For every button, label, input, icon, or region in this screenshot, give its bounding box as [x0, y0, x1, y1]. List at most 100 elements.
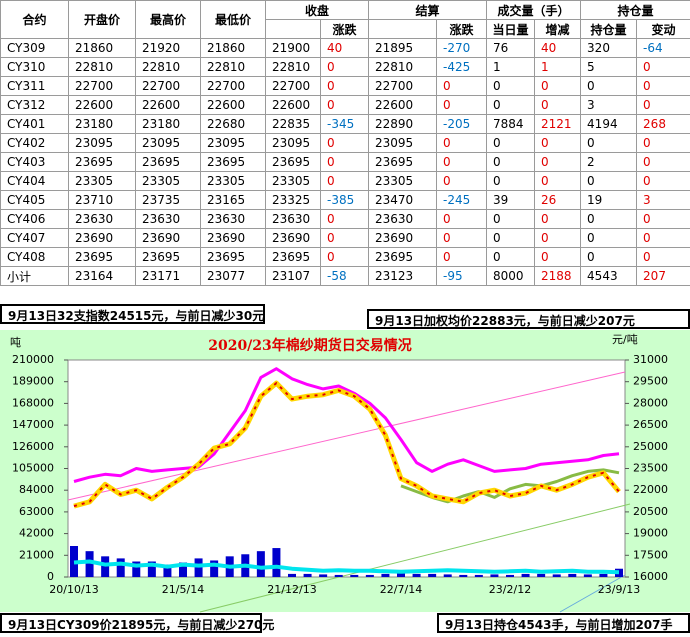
- bar: [443, 574, 452, 577]
- cell: 0: [436, 228, 488, 248]
- header-cell: 持仓量: [580, 0, 690, 20]
- series-line: [73, 367, 620, 483]
- bar: [288, 573, 296, 577]
- cell: 22700: [265, 76, 321, 96]
- y2-tick-label: 22000: [633, 483, 668, 496]
- cell: 4194: [580, 114, 638, 134]
- bar: [474, 574, 483, 577]
- cell: -95: [436, 266, 488, 286]
- cell: 320: [580, 38, 638, 58]
- table-row: CY310 22810 22810 22810 22810 0 22810 -425 1 1 5 0: [0, 57, 690, 77]
- cell: 0: [436, 152, 488, 172]
- bar: [459, 574, 468, 577]
- header-cell: 持仓量: [580, 19, 638, 39]
- cell: 207: [636, 266, 690, 286]
- bar: [537, 573, 546, 577]
- y2-tick-label: 29500: [633, 375, 668, 388]
- table-row: CY312 22600 22600 22600 22600 0 22600 0 0 0 3 0: [0, 95, 690, 115]
- bar: [568, 573, 577, 577]
- table-row: CY402 23095 23095 23095 23095 0 23095 0 0 0 0 0: [0, 133, 690, 153]
- cell: 22700: [368, 76, 438, 96]
- cell: CY405: [0, 190, 69, 210]
- cell: 23695: [68, 152, 136, 172]
- note: 9月13日持仓4543手，与前日增加207手: [437, 613, 690, 633]
- bar: [397, 572, 405, 577]
- bar: [132, 561, 141, 577]
- cell: 23305: [265, 171, 321, 191]
- cell: 23695: [135, 152, 201, 172]
- x-tick-label: 21/5/14: [162, 583, 204, 596]
- series-line: [73, 382, 620, 508]
- cell: 39: [486, 190, 536, 210]
- bar: [116, 558, 125, 577]
- cell: 23305: [368, 171, 438, 191]
- table-row: CY406 23630 23630 23630 23630 0 23630 0 0 0 0 0: [0, 209, 690, 229]
- table-row: CY309 21860 21920 21860 21900 40 21895 -270 76 40…: [0, 38, 690, 58]
- cell: 23690: [200, 228, 266, 248]
- bar: [490, 574, 499, 577]
- x-tick-label: 21/12/13: [267, 583, 316, 596]
- x-tick-label: 23/9/13: [598, 583, 640, 596]
- header-row: 合约 开盘价 最高价 最低价 收盘 结算 成交量（手） 持仓量: [0, 0, 690, 39]
- cell: 22600: [368, 95, 438, 115]
- cell: 23695: [368, 152, 438, 172]
- y2-tick-label: 19000: [633, 527, 668, 540]
- cell: -245: [436, 190, 488, 210]
- bar: [412, 573, 421, 577]
- cell: 23690: [265, 228, 321, 248]
- bar: [194, 558, 203, 577]
- cell: 23077: [200, 266, 266, 286]
- bar: [381, 573, 390, 577]
- trend-line: [199, 503, 631, 613]
- header-cell: 涨跌: [436, 19, 488, 39]
- trend-line: [559, 574, 626, 613]
- plot-area: [67, 359, 626, 578]
- y2-axis-label: 元/吨: [612, 333, 638, 346]
- cell: 23171: [135, 266, 201, 286]
- y2-tick-label: 17500: [633, 548, 668, 561]
- bar: [599, 573, 608, 577]
- bar: [256, 551, 265, 577]
- cell: 23470: [368, 190, 438, 210]
- bar: [583, 574, 592, 577]
- bar: [85, 551, 94, 577]
- table-row: 小计 23164 23171 23077 23107 -58 23123 -95 8000 218…: [0, 266, 690, 286]
- y-tick-label: 189000: [12, 375, 54, 388]
- y2-tick-label: 23500: [633, 462, 668, 475]
- header-cell: 变动: [636, 19, 690, 39]
- bar: [334, 574, 343, 577]
- cell: 22680: [200, 114, 266, 134]
- trend-line: [67, 371, 626, 501]
- y2-tick-label: 20500: [633, 505, 668, 518]
- cell: 21860: [68, 38, 136, 58]
- x-tick-label: 23/2/12: [489, 583, 531, 596]
- bar: [272, 548, 281, 577]
- cell: 22810: [200, 57, 266, 77]
- y-axis-label: 吨: [10, 336, 21, 349]
- cell: 23180: [135, 114, 201, 134]
- bar: [428, 573, 437, 577]
- y-tick-label: 168000: [12, 396, 54, 409]
- cell: 23630: [135, 209, 201, 229]
- y-tick-label: 21000: [19, 548, 54, 561]
- series-line: [73, 559, 620, 575]
- y2-tick-label: 25000: [633, 440, 668, 453]
- cell: 22700: [68, 76, 136, 96]
- y-tick-label: 84000: [19, 483, 54, 496]
- cell: 23695: [265, 152, 321, 172]
- cell: 23325: [265, 190, 321, 210]
- header-row: 涨跌 涨跌 当日量 增减 持仓量 变动: [1, 19, 690, 39]
- cell: -58: [319, 266, 370, 286]
- quote-table: 合约 开盘价 最高价 最低价 收盘 结算 成交量（手） 持仓量 涨跌 涨跌 当日量 增减 持仓量 变动 C…: [0, 0, 690, 286]
- note: 9月13日加权均价22883元，与前日减少207元: [367, 309, 690, 329]
- table-row: CY407 23690 23690 23690 23690 0 23690 0 0 0 0 0: [0, 228, 690, 248]
- cell: 21920: [135, 38, 201, 58]
- bar: [350, 574, 359, 577]
- y2-tick-label: 28000: [633, 396, 668, 409]
- cell: 23095: [68, 133, 136, 153]
- table-row: CY403 23695 23695 23695 23695 0 23695 0 0 0 2 0: [0, 152, 690, 172]
- table-row: CY408 23695 23695 23695 23695 0 23695 0 0 0 0 0: [0, 247, 690, 267]
- cell: 2188: [534, 266, 582, 286]
